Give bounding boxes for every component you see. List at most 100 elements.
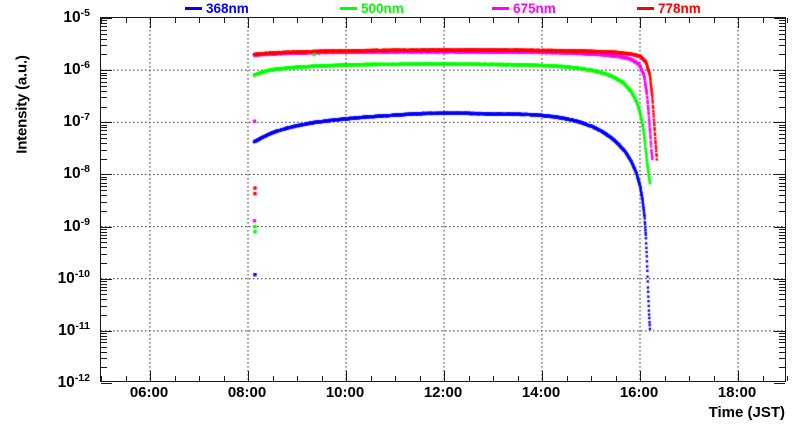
y-tick-minor: [101, 26, 107, 28]
y-tick-minor: [101, 253, 107, 255]
y-tick-minor-right: [779, 286, 785, 288]
y-tick-minor-right: [779, 283, 785, 285]
y-tick-minor-right: [779, 253, 785, 255]
y-tick-minor-right: [779, 358, 785, 360]
y-tick-minor-right: [779, 176, 785, 178]
chart-legend: 368nm 500nm 675nm 778nm: [0, 0, 800, 17]
y-tick-minor-right: [779, 190, 785, 192]
y-tick-major-right: [774, 330, 785, 332]
x-tick-minor-top: [125, 18, 127, 23]
legend-entry-368nm[interactable]: 368nm: [185, 0, 249, 17]
y-tick-minor: [101, 133, 107, 135]
y-tick-minor-right: [779, 90, 785, 92]
x-tick-label: 18:00: [717, 384, 757, 401]
x-tick-major: [738, 371, 739, 381]
x-tick-major-top: [150, 18, 151, 28]
y-tick-label: 10-8: [63, 163, 90, 183]
y-tick-minor-right: [779, 242, 785, 244]
y-tick-minor: [101, 54, 107, 56]
y-tick-minor-right: [779, 281, 785, 283]
y-tick-label: 10-6: [63, 59, 90, 79]
y-tick-minor-right: [779, 20, 785, 22]
y-tick-minor: [101, 242, 107, 244]
y-tick-minor: [101, 85, 107, 87]
x-tick-minor: [713, 376, 715, 381]
plot-area: [100, 17, 788, 384]
x-tick-minor-top: [419, 18, 421, 23]
x-tick-minor: [321, 376, 323, 381]
x-tick-major-top: [248, 18, 249, 28]
y-tick-minor-right: [779, 33, 785, 35]
y-tick-minor: [101, 234, 107, 236]
y-tick-minor-right: [779, 210, 785, 212]
x-tick-minor-top: [566, 18, 568, 23]
y-tick-minor-right: [779, 72, 785, 74]
y-tick-label: 10-7: [63, 111, 90, 131]
y-tick-minor-right: [779, 185, 785, 187]
y-tick-minor: [101, 97, 107, 99]
legend-entry-675nm[interactable]: 675nm: [492, 0, 556, 17]
legend-swatch-778nm: [637, 7, 654, 10]
x-tick-minor-top: [321, 18, 323, 23]
y-tick-minor: [101, 90, 107, 92]
legend-entry-500nm[interactable]: 500nm: [340, 0, 404, 17]
legend-swatch-500nm: [340, 7, 357, 10]
y-tick-minor-right: [779, 158, 785, 160]
y-tick-minor: [101, 179, 107, 181]
x-tick-minor: [419, 376, 421, 381]
y-tick-minor: [101, 33, 107, 35]
y-tick-label: 10-9: [63, 215, 90, 235]
x-tick-minor: [272, 376, 274, 381]
y-tick-minor-right: [779, 149, 785, 151]
y-tick-minor: [101, 286, 107, 288]
y-tick-minor: [101, 38, 107, 40]
y-tick-major-right: [774, 226, 785, 228]
x-tick-major-top: [346, 18, 347, 28]
x-tick-minor-top: [762, 18, 764, 23]
x-tick-minor: [664, 376, 666, 381]
x-tick-minor-top: [591, 18, 592, 23]
y-tick-minor: [101, 124, 107, 126]
y-tick-minor: [101, 263, 107, 265]
y-tick-minor-right: [779, 45, 785, 47]
y-tick-minor-right: [779, 124, 785, 126]
y-tick-minor-right: [779, 130, 785, 132]
legend-entry-778nm[interactable]: 778nm: [637, 0, 701, 17]
y-tick-minor: [101, 358, 107, 360]
y-tick-minor: [101, 228, 107, 230]
y-tick-label: 10-12: [57, 371, 90, 392]
y-tick-minor: [101, 231, 107, 233]
y-tick-minor-right: [779, 231, 785, 233]
x-tick-minor: [493, 376, 494, 381]
y-tick-minor: [101, 290, 107, 292]
y-tick-major: [101, 278, 112, 280]
y-tick-minor-right: [779, 346, 785, 348]
y-tick-minor: [101, 81, 107, 83]
y-tick-minor-right: [779, 290, 785, 292]
x-tick-minor-top: [297, 18, 298, 23]
y-tick-minor-right: [779, 137, 785, 139]
x-axis-tick-labels: 06:00 08:00 10:00 12:00 14:00 16:00 18:00: [100, 384, 786, 404]
x-tick-minor: [223, 376, 225, 381]
y-tick-minor: [101, 283, 107, 285]
y-tick-major: [101, 70, 112, 72]
x-tick-minor: [395, 376, 396, 381]
x-tick-major: [346, 371, 347, 381]
y-tick-minor-right: [779, 342, 785, 344]
x-tick-major-top: [640, 18, 641, 28]
y-tick-minor-right: [779, 29, 785, 31]
y-tick-minor-right: [779, 195, 785, 197]
y-tick-minor: [101, 158, 107, 160]
y-tick-label: 10-10: [57, 267, 90, 287]
y-tick-minor-right: [779, 333, 785, 335]
y-tick-minor: [101, 333, 107, 335]
y-tick-minor: [101, 182, 107, 184]
x-tick-major-top: [444, 18, 445, 28]
x-tick-major-top: [738, 18, 739, 28]
y-tick-minor: [101, 78, 107, 80]
y-tick-minor-right: [779, 78, 785, 80]
y-tick-minor-right: [779, 294, 785, 296]
y-tick-major-right: [774, 174, 785, 176]
x-tick-minor: [517, 376, 519, 381]
y-tick-minor: [101, 247, 107, 249]
